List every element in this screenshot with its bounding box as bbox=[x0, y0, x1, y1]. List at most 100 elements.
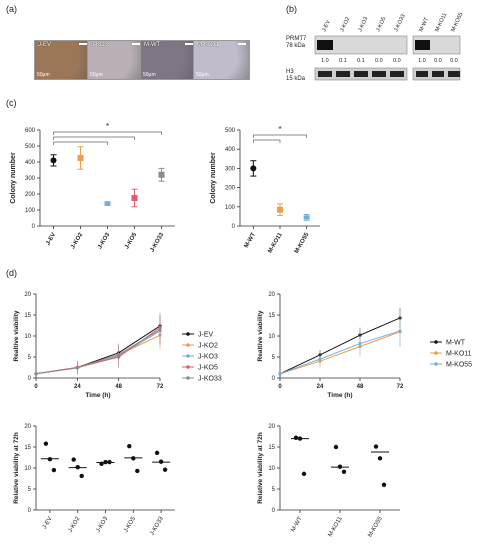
y-tick-label: 5 bbox=[272, 355, 276, 361]
series-line bbox=[279, 330, 401, 375]
panel-label-c: (c) bbox=[6, 98, 17, 108]
legend-label: M-KO55 bbox=[446, 362, 472, 369]
h3-band bbox=[354, 71, 368, 77]
scale-label: 50μm bbox=[143, 72, 156, 78]
legend-label: M-KO11 bbox=[446, 351, 472, 358]
blot-quant-value: 0.1 bbox=[339, 58, 347, 64]
y-axis-label: Relative viability at 72h bbox=[13, 432, 20, 504]
y-tick-label: 10 bbox=[268, 466, 275, 472]
blot-lane-label: J-KO5 bbox=[375, 16, 387, 33]
y-axis-label: Colony number bbox=[10, 152, 17, 204]
h3-band bbox=[416, 71, 428, 77]
blot-lane-label: J-KO33 bbox=[393, 13, 406, 32]
panel-label-d: (d) bbox=[6, 268, 17, 278]
y-tick-label: 0 bbox=[272, 376, 276, 382]
legend-label: M-WT bbox=[446, 340, 466, 347]
h3-band bbox=[372, 71, 386, 77]
series-line bbox=[35, 329, 161, 375]
data-point bbox=[103, 459, 108, 465]
data-point bbox=[71, 457, 76, 462]
y-tick-label: 500 bbox=[225, 128, 236, 134]
data-point bbox=[358, 341, 362, 346]
significance-marker: * bbox=[106, 122, 109, 131]
significance-bracket bbox=[252, 134, 308, 138]
data-point bbox=[377, 456, 383, 461]
scale-bar bbox=[238, 43, 246, 45]
legend-label: J-EV bbox=[198, 332, 214, 339]
viability-72h-chart-j: 0 5 10 15 20 Relative viability at 72h J-EV J-K… bbox=[13, 424, 175, 537]
y-tick-label: 5 bbox=[28, 487, 32, 493]
prmt7-membrane-left bbox=[314, 35, 408, 55]
blot-quant-value: 0.0 bbox=[375, 58, 383, 64]
h3-band bbox=[448, 71, 460, 77]
x-tick-label: J-KO5 bbox=[124, 231, 138, 250]
blot-lane-label: J-KO3 bbox=[357, 16, 369, 33]
scale-label: 50μm bbox=[90, 72, 103, 78]
y-axis-label: Relative viability at 72h bbox=[257, 432, 264, 504]
blot-quant-value: 0.0 bbox=[450, 58, 458, 64]
x-tick-label: 72 bbox=[157, 384, 164, 390]
legend-marker bbox=[186, 365, 190, 369]
x-tick-label: 0 bbox=[34, 384, 38, 390]
y-tick-label: 100 bbox=[25, 208, 36, 214]
growth-chart-j: 0 5 10 15 20 0 24 48 72 Time (h) Realtive viabilit… bbox=[13, 292, 222, 399]
data-point bbox=[398, 329, 402, 333]
legend-label: J-KO5 bbox=[198, 365, 218, 372]
y-tick-label: 100 bbox=[225, 205, 236, 211]
y-tick-label: 10 bbox=[268, 334, 275, 340]
data-point bbox=[99, 461, 104, 466]
legend-marker bbox=[434, 351, 438, 355]
data-point bbox=[75, 464, 80, 470]
data-point bbox=[79, 473, 84, 479]
growth-chart-m: 0 5 10 15 20 0 24 48 72 Time (h) Realtive viabilit… bbox=[257, 292, 472, 399]
x-tick-label: J-KO2 bbox=[70, 231, 84, 250]
y-tick-label: 0 bbox=[28, 376, 32, 382]
data-point bbox=[104, 201, 111, 206]
data-point bbox=[77, 155, 84, 161]
y-tick-label: 20 bbox=[24, 292, 31, 298]
y-tick-label: 20 bbox=[24, 424, 31, 430]
data-point bbox=[158, 459, 164, 464]
significance-bracket bbox=[53, 131, 162, 135]
x-tick-label: 0 bbox=[278, 384, 282, 390]
x-axis-label: Time (h) bbox=[85, 392, 110, 399]
legend-label: J-KO2 bbox=[198, 343, 218, 350]
x-tick-label: 24 bbox=[317, 384, 324, 390]
y-axis-label: Realtive viability bbox=[257, 310, 264, 361]
x-tick-label: 72 bbox=[397, 384, 404, 390]
h3-kda: 15 kDa bbox=[286, 76, 306, 82]
prmt7-band-j-ev bbox=[317, 40, 333, 50]
micrograph-j-ev: J-EV 50μm bbox=[34, 40, 91, 80]
x-tick-label: M-KO11 bbox=[267, 231, 284, 254]
data-point bbox=[131, 195, 138, 201]
x-tick-label: 48 bbox=[115, 384, 122, 390]
y-tick-label: 10 bbox=[24, 466, 31, 472]
legend-label: J-KO3 bbox=[198, 354, 218, 361]
panel-label-a: (a) bbox=[6, 4, 17, 14]
prmt7-kda: 78 kDa bbox=[286, 43, 306, 49]
series-line bbox=[35, 327, 161, 375]
y-tick-label: 400 bbox=[225, 147, 236, 153]
data-point bbox=[381, 482, 387, 487]
y-tick-label: 15 bbox=[268, 445, 275, 451]
y-tick-label: 300 bbox=[225, 166, 236, 172]
significance-bracket bbox=[252, 139, 281, 143]
scale-label: 50μm bbox=[196, 72, 209, 78]
x-tick-label: 48 bbox=[357, 384, 364, 390]
y-tick-label: 0 bbox=[232, 224, 236, 230]
significance-bracket bbox=[53, 136, 135, 140]
data-point bbox=[373, 444, 379, 449]
micrograph-m-wt: M-WT 50μm bbox=[140, 40, 197, 80]
micrograph-title: J-EV bbox=[38, 42, 52, 48]
series-line bbox=[35, 325, 161, 375]
blot-lane-label: M-KO55 bbox=[450, 12, 464, 33]
legend-label: J-KO33 bbox=[198, 376, 222, 383]
blot-quant-value: 0.0 bbox=[434, 58, 442, 64]
data-point bbox=[34, 372, 38, 376]
legend-marker bbox=[186, 343, 190, 347]
data-point bbox=[47, 456, 53, 462]
data-point bbox=[333, 444, 339, 450]
y-tick-label: 0 bbox=[32, 224, 36, 230]
data-point bbox=[131, 456, 136, 461]
x-tick-label: J-EV bbox=[42, 516, 54, 530]
